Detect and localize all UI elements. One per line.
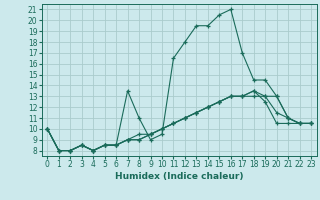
X-axis label: Humidex (Indice chaleur): Humidex (Indice chaleur) — [115, 172, 244, 181]
